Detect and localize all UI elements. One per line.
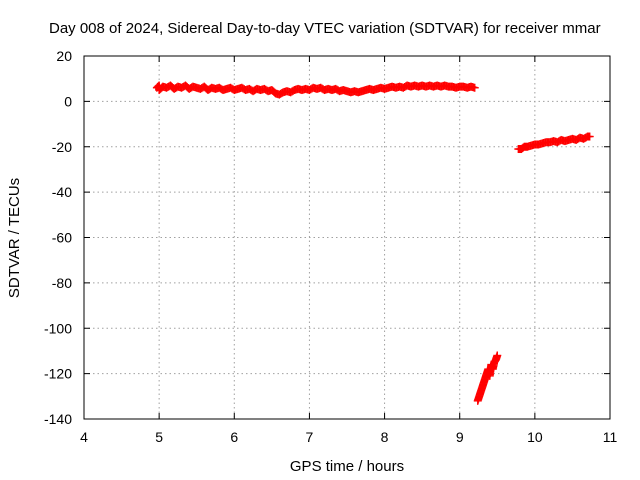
y-axis-label: SDTVAR / TECUs [6, 178, 23, 298]
y-tick-label: -100 [44, 320, 72, 336]
x-tick-label: 8 [381, 429, 389, 445]
data-point [470, 83, 479, 92]
x-tick-label: 11 [603, 429, 618, 445]
y-tick-label: -80 [52, 275, 72, 291]
plot-frame [83, 55, 611, 420]
y-tick-label: 0 [64, 93, 72, 109]
y-tick-label: 20 [56, 48, 72, 64]
axis-ticks: 4 5 6 7 8 9 10 11 -140 -120 -100 -80 -60 -40 -20 0 20 [44, 48, 618, 445]
x-tick-label: 10 [527, 429, 543, 445]
x-axis-label: GPS time / hours [290, 458, 404, 475]
x-tick-label: 4 [80, 429, 88, 445]
y-tick-label: -60 [52, 230, 72, 246]
x-tick-label: 9 [456, 429, 464, 445]
chart-title: Day 008 of 2024, Sidereal Day-to-day VTE… [49, 20, 601, 37]
y-tick-label: -20 [52, 139, 72, 155]
grid [84, 56, 610, 419]
y-tick-label: -40 [52, 184, 72, 200]
y-tick-label: -120 [44, 366, 72, 382]
y-tick-label: -140 [44, 411, 72, 427]
x-tick-label: 5 [155, 429, 163, 445]
x-tick-label: 7 [306, 429, 314, 445]
data-point [493, 351, 502, 360]
x-tick-label: 6 [230, 429, 238, 445]
data-marks [152, 81, 594, 405]
data-point [585, 132, 594, 141]
